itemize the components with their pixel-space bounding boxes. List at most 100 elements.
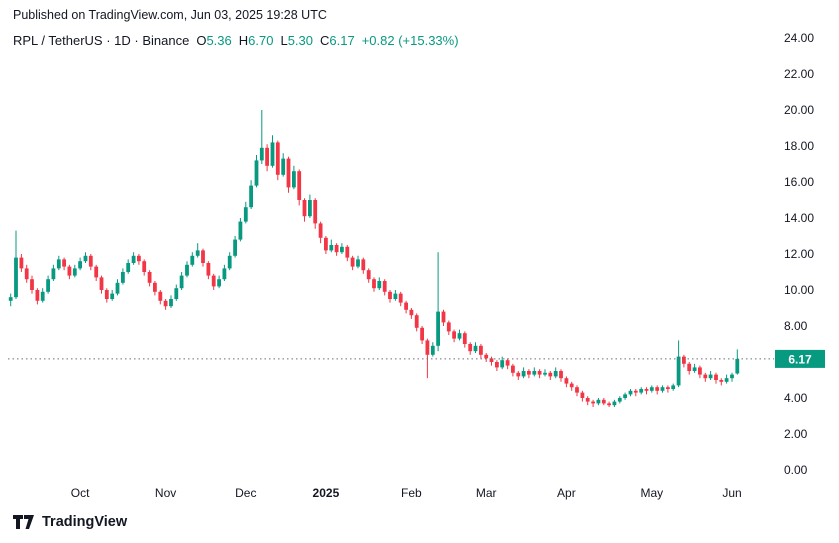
candle-body xyxy=(115,282,120,294)
candle-body xyxy=(104,290,109,299)
tradingview-logo-link[interactable]: TradingView xyxy=(13,514,127,530)
low-value: 5.30 xyxy=(287,33,313,48)
candle-body xyxy=(500,360,505,368)
candle-body xyxy=(671,385,676,389)
y-axis-label: 10.00 xyxy=(784,283,814,297)
candle-body xyxy=(409,309,414,316)
candle-body xyxy=(430,345,435,355)
ohlc-close: C6.17 xyxy=(320,33,355,48)
candle-body xyxy=(137,255,141,262)
candle-body xyxy=(51,268,56,280)
candle-body xyxy=(559,371,563,379)
y-axis-label: 0.00 xyxy=(784,463,808,477)
candle-body xyxy=(441,311,446,323)
candle-body xyxy=(521,371,526,377)
high-label: H xyxy=(238,33,249,48)
candle-body xyxy=(121,272,125,283)
candle-body xyxy=(46,279,50,292)
candle-body xyxy=(254,160,259,186)
candle-body xyxy=(425,340,430,355)
candle-body xyxy=(735,358,740,374)
candle-body xyxy=(548,372,553,377)
candle-body xyxy=(393,293,398,299)
y-axis-label: 2.00 xyxy=(784,427,808,441)
candle-body xyxy=(99,277,104,290)
candle-body xyxy=(270,142,275,166)
candle-body xyxy=(110,293,115,299)
candle-body xyxy=(40,291,45,301)
candle-body xyxy=(596,399,601,404)
last-price-label xyxy=(775,349,825,368)
candle-body xyxy=(190,255,195,265)
candle-body xyxy=(698,367,702,375)
price-scale[interactable]: 24.00 22.00 20.00 18.00 16.00 14.00 12.00 10.00… xyxy=(784,31,814,477)
candle-body xyxy=(356,259,360,267)
candle-body xyxy=(334,245,339,253)
candle-body xyxy=(158,291,163,301)
candle-body xyxy=(94,266,99,278)
candle-body xyxy=(14,257,18,298)
candle-body xyxy=(404,302,408,310)
candle-body xyxy=(532,371,537,375)
open-value: 5.36 xyxy=(206,33,232,48)
candle-body xyxy=(719,380,724,382)
time-scale[interactable]: Oct Nov Dec 2025 Feb Mar Apr May Jun xyxy=(71,486,742,500)
y-axis-label: 20.00 xyxy=(784,103,814,117)
candle-body xyxy=(345,246,350,258)
candle-body xyxy=(543,372,547,375)
candle-body xyxy=(313,200,318,224)
candle-body xyxy=(580,392,585,398)
candle-body xyxy=(564,378,569,384)
candle-body xyxy=(676,356,681,386)
candle-body xyxy=(8,297,13,301)
candle-body xyxy=(633,390,638,393)
candle-body xyxy=(281,158,286,175)
candle-body xyxy=(585,398,590,402)
candle-body xyxy=(473,345,478,352)
candle-body xyxy=(265,147,269,166)
x-axis-label: Mar xyxy=(476,486,497,500)
candle-body xyxy=(666,387,670,389)
candle-body xyxy=(35,290,40,301)
candle-body xyxy=(227,255,232,269)
candle-body xyxy=(163,300,168,307)
y-axis-label: 8.00 xyxy=(784,319,808,333)
candle-body xyxy=(377,281,382,289)
candle-body xyxy=(147,272,152,283)
candle-body xyxy=(78,261,82,269)
candle-body xyxy=(703,374,708,379)
candle-body xyxy=(206,263,211,276)
candle-body xyxy=(692,367,697,371)
candle-body xyxy=(366,270,371,280)
candle-body xyxy=(83,255,88,262)
candle-body xyxy=(308,200,312,217)
candle-body xyxy=(340,246,344,253)
candle-body xyxy=(489,358,494,362)
candle-body xyxy=(174,288,179,299)
candle-body xyxy=(730,374,734,379)
candle-body xyxy=(649,387,654,391)
candle-body xyxy=(88,255,93,267)
symbol-title[interactable]: RPL / TetherUS · 1D · Binance xyxy=(13,33,190,48)
candle-body xyxy=(420,327,424,341)
candle-body xyxy=(516,372,521,377)
candle-body xyxy=(436,311,440,346)
last-price-text: 6.17 xyxy=(788,352,812,366)
candle-body xyxy=(505,360,510,366)
candles-layer xyxy=(8,110,740,407)
candle-body xyxy=(468,344,473,352)
candle-body xyxy=(644,389,649,391)
ohlc-high: H6.70 xyxy=(239,33,274,48)
candle-body xyxy=(211,275,216,287)
candle-body xyxy=(687,363,692,371)
candle-body xyxy=(553,371,558,377)
candle-body xyxy=(286,158,291,188)
candle-body xyxy=(238,221,243,240)
candle-body xyxy=(457,333,462,339)
candle-body xyxy=(185,264,189,276)
candle-body xyxy=(398,293,403,303)
candle-body xyxy=(446,322,451,332)
candle-body xyxy=(682,356,686,364)
